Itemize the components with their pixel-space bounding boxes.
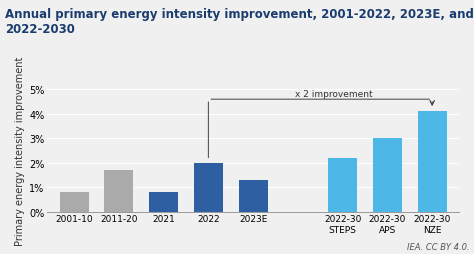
Bar [238, 180, 268, 212]
Y-axis label: Primary energy intensity improvement: Primary energy intensity improvement [15, 57, 25, 245]
Bar [104, 170, 134, 212]
Bar [418, 112, 447, 212]
Text: IEA. CC BY 4.0.: IEA. CC BY 4.0. [407, 243, 469, 251]
Bar [373, 139, 402, 212]
Bar [328, 158, 357, 212]
Text: Annual primary energy intensity improvement, 2001-2022, 2023E, and by scenario,
: Annual primary energy intensity improvem… [5, 8, 474, 36]
Bar [194, 163, 223, 212]
Text: x 2 improvement: x 2 improvement [295, 90, 373, 99]
Bar [149, 192, 178, 212]
Bar [60, 192, 89, 212]
